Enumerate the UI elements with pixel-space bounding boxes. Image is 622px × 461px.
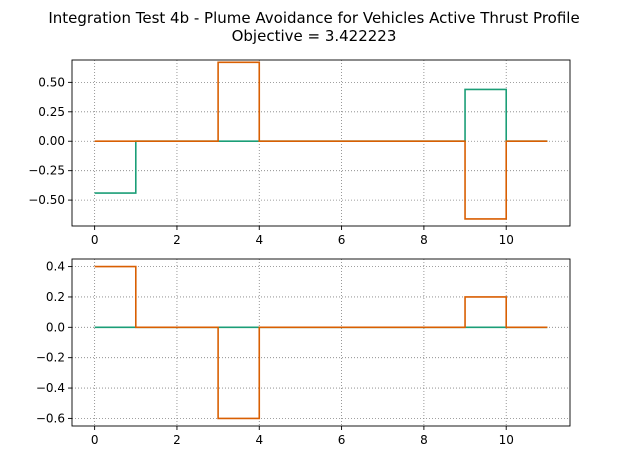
y-tick-label: 0.25 [38,105,65,119]
series-line-orange [94,61,548,220]
x-tick-label: 10 [499,433,514,447]
x-tick-label: 6 [338,233,346,247]
x-tick-label: 0 [91,433,99,447]
bottom-subplot: 0 2 4 6 8 10 0.4 0.2 0.0 −0.2 −0.4 −0.6 [36,258,571,447]
y-tick-label: 0.2 [46,290,65,304]
y-tick-label: 0.0 [46,320,65,334]
x-tick-label: 2 [173,233,181,247]
x-tick-label: 4 [255,233,263,247]
x-tick-label: 8 [420,433,428,447]
y-tick-label: −0.4 [36,381,65,395]
y-tick-label: −0.2 [36,351,65,365]
y-tick-label: −0.25 [28,164,65,178]
x-tick-label: 6 [338,433,346,447]
y-tick-label: 0.00 [38,134,65,148]
x-tick-label: 2 [173,433,181,447]
figure-title-line1: Integration Test 4b - Plume Avoidance fo… [48,9,579,27]
x-tick-label: 4 [255,433,263,447]
x-tick-label: 8 [420,233,428,247]
axes-frame [71,258,571,427]
figure-title-line2: Objective = 3.422223 [232,27,397,45]
axes-frame [71,59,571,227]
y-tick-label: 0.50 [38,75,65,89]
y-tick-label: −0.50 [28,193,65,207]
y-tick-label: −0.6 [36,411,65,425]
x-tick-label: 0 [91,233,99,247]
x-tick-label: 10 [499,233,514,247]
series-line-orange [94,265,548,420]
y-tick-label: 0.4 [46,260,65,274]
top-subplot: 0 2 4 6 8 10 0.50 0.25 0.00 −0.25 −0.50 [28,59,571,247]
